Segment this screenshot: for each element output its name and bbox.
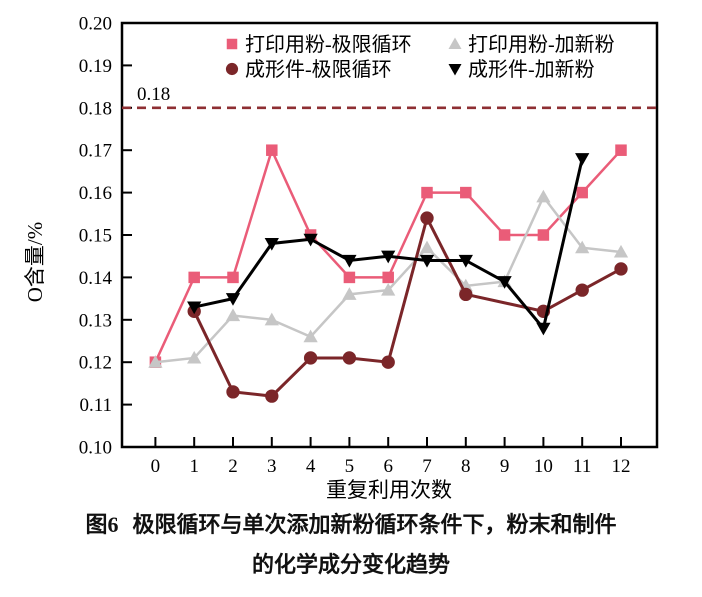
data-point bbox=[342, 351, 357, 365]
data-point bbox=[536, 189, 551, 203]
x-tick-label: 11 bbox=[573, 456, 591, 477]
x-tick-label: 0 bbox=[151, 456, 161, 477]
data-point bbox=[459, 287, 473, 302]
data-point bbox=[460, 186, 472, 199]
x-tick-label: 2 bbox=[228, 456, 238, 477]
y-tick-label: 0.13 bbox=[79, 310, 112, 331]
data-point bbox=[187, 301, 202, 315]
reference-line-label: 0.18 bbox=[137, 84, 170, 105]
data-point bbox=[266, 144, 278, 156]
y-tick-label: 0.16 bbox=[79, 183, 112, 204]
y-tick-label: 0.15 bbox=[79, 226, 112, 247]
y-axis-title: O含量/% bbox=[23, 222, 47, 303]
data-point bbox=[264, 312, 279, 326]
y-tick-label: 0.20 bbox=[79, 14, 112, 35]
series-line bbox=[192, 213, 622, 398]
y-tick-label: 0.12 bbox=[79, 353, 112, 374]
caption-line-2: 的化学成分变化趋势 bbox=[251, 552, 450, 577]
data-point bbox=[225, 293, 241, 306]
data-point bbox=[576, 186, 588, 199]
x-axis-title: 重复利用次数 bbox=[326, 478, 452, 502]
y-tick-label: 0.10 bbox=[79, 438, 112, 459]
data-point bbox=[420, 211, 434, 225]
data-point bbox=[613, 244, 629, 258]
data-point bbox=[226, 385, 240, 399]
x-tick-label: 10 bbox=[534, 456, 553, 477]
data-point bbox=[381, 282, 396, 296]
x-tick-label: 9 bbox=[500, 456, 510, 477]
x-tick-label: 12 bbox=[612, 456, 631, 477]
data-point bbox=[382, 271, 394, 284]
y-tick-label: 0.14 bbox=[79, 268, 113, 289]
legend-label: 打印用粉-极限循环 bbox=[245, 33, 412, 56]
data-point bbox=[381, 355, 395, 369]
data-point bbox=[497, 276, 512, 289]
x-tick-label: 8 bbox=[461, 456, 471, 477]
x-tick-label: 7 bbox=[422, 456, 432, 477]
data-point bbox=[575, 283, 589, 297]
data-point bbox=[458, 254, 473, 268]
data-point bbox=[342, 287, 357, 300]
chart: 0.10 0.11 0.12 0.13 0.14 0.15 0.16 0.17 0.18 0.19… bbox=[23, 14, 659, 502]
data-point bbox=[265, 389, 279, 403]
data-point bbox=[148, 355, 163, 368]
data-point bbox=[381, 250, 396, 264]
data-point bbox=[343, 271, 356, 284]
data-point bbox=[187, 350, 202, 364]
data-point bbox=[225, 308, 241, 322]
legend-label: 成形件-极限循环 bbox=[245, 58, 392, 81]
x-tick-label: 4 bbox=[306, 456, 316, 477]
data-point bbox=[537, 229, 550, 241]
legend-marker bbox=[448, 63, 462, 76]
legend-label: 打印用粉-加新粉 bbox=[468, 33, 615, 56]
y-tick-label: 0.19 bbox=[79, 56, 112, 77]
legend-marker bbox=[226, 38, 238, 50]
x-tick-label: 6 bbox=[383, 456, 393, 477]
y-tick-label: 0.18 bbox=[79, 98, 112, 119]
y-tick-label: 0.11 bbox=[79, 395, 112, 416]
caption-label: 图6 bbox=[85, 512, 119, 537]
data-point bbox=[303, 233, 318, 247]
data-point bbox=[536, 322, 551, 336]
x-tick-label: 3 bbox=[267, 456, 277, 477]
legend-marker bbox=[448, 37, 462, 50]
caption-text: 极限循环与单次添加新粉循环条件下，粉末和制件 bbox=[132, 512, 617, 537]
legend-marker bbox=[225, 62, 239, 76]
data-point bbox=[188, 271, 200, 284]
data-point bbox=[421, 186, 433, 199]
figure-caption: 图6 极限循环与单次添加新粉循环条件下，粉末和制件 的化学成分变化趋势 bbox=[0, 505, 702, 585]
data-point bbox=[303, 351, 318, 365]
chart-root: 0.10 0.11 0.12 0.13 0.14 0.15 0.16 0.17 0.18 0.19… bbox=[79, 14, 659, 477]
data-point bbox=[342, 254, 357, 268]
data-point bbox=[419, 254, 435, 268]
data-point bbox=[227, 271, 239, 284]
x-tick-label: 1 bbox=[189, 456, 199, 477]
data-point bbox=[498, 229, 511, 241]
data-point bbox=[303, 329, 318, 343]
data-point bbox=[614, 262, 628, 276]
data-point bbox=[419, 240, 435, 254]
data-point bbox=[264, 237, 279, 251]
series-line bbox=[193, 158, 584, 332]
data-point bbox=[575, 240, 590, 254]
data-point bbox=[615, 144, 627, 156]
x-tick-label: 5 bbox=[345, 456, 355, 477]
legend-label: 成形件-加新粉 bbox=[468, 58, 595, 81]
plot-border bbox=[120, 21, 659, 449]
caption-line-1: 图6 极限循环与单次添加新粉循环条件下，粉末和制件 bbox=[0, 505, 702, 545]
y-tick-label: 0.17 bbox=[79, 141, 112, 162]
data-point bbox=[575, 153, 590, 166]
